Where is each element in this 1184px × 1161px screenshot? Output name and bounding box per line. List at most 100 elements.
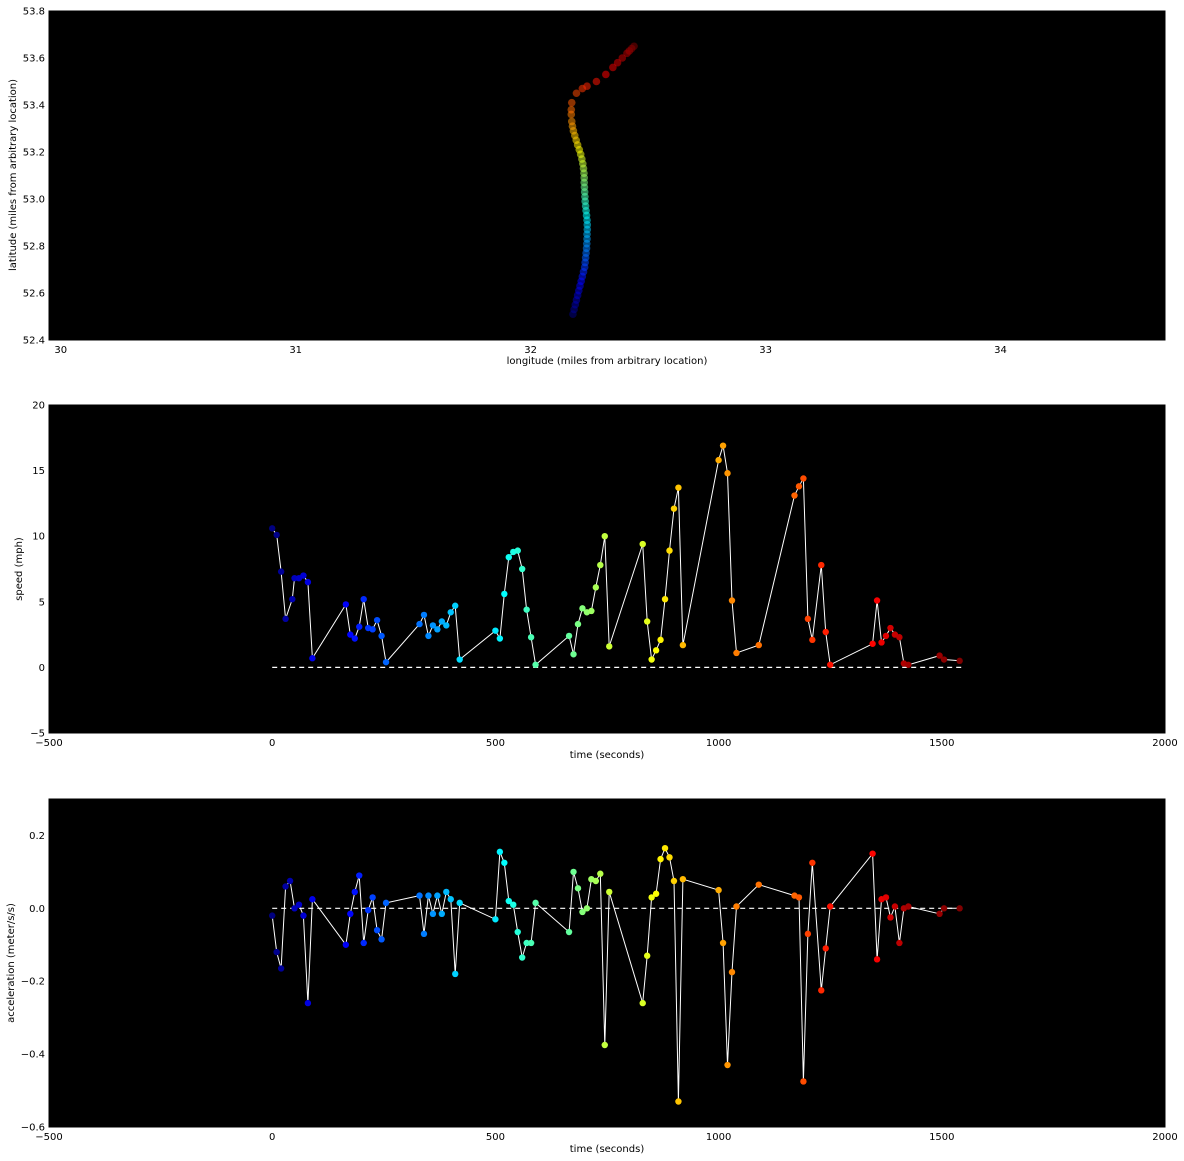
data-point — [434, 626, 441, 633]
data-point — [269, 525, 276, 532]
data-point — [715, 456, 722, 464]
track-point — [583, 82, 591, 90]
data-point — [438, 618, 446, 625]
data-point — [304, 578, 312, 586]
data-point — [657, 636, 664, 644]
data-point — [800, 1078, 807, 1085]
data-point — [342, 601, 350, 608]
track-point — [609, 63, 617, 72]
data-point — [523, 606, 530, 613]
data-point — [822, 628, 829, 636]
data-point — [347, 631, 354, 638]
data-point — [518, 565, 526, 573]
data-point — [795, 483, 803, 490]
data-point — [429, 622, 437, 629]
data-point — [652, 890, 660, 897]
data-point — [666, 547, 673, 554]
acceleration-plot: time (seconds) acceleration (meter/s/s) … — [6, 798, 1178, 1155]
data-point — [795, 894, 803, 901]
y-tick-label: 0 — [39, 663, 45, 674]
data-point — [606, 643, 613, 650]
data-point — [588, 607, 595, 615]
data-point — [282, 883, 289, 890]
y-tick-label: 52.8 — [23, 242, 45, 253]
data-point — [269, 912, 276, 919]
y-tick-label: 5 — [39, 597, 45, 608]
data-point — [643, 952, 651, 959]
data-point — [679, 641, 687, 649]
data-point — [675, 1098, 682, 1105]
y-tick-label: 52.6 — [23, 289, 45, 300]
data-point — [666, 854, 673, 861]
data-point — [878, 639, 885, 646]
data-point — [369, 626, 376, 633]
x-tick-label: 32 — [524, 345, 537, 356]
speed-plot: time (seconds) speed (mph) −500 0 500 1000 1… — [14, 401, 1178, 762]
data-point — [719, 442, 727, 449]
data-point — [514, 547, 521, 554]
data-point — [492, 916, 499, 923]
data-point — [882, 894, 890, 901]
data-point — [382, 658, 390, 666]
data-point — [527, 634, 535, 641]
data-point — [601, 533, 608, 540]
y-tick-label: 0.2 — [29, 831, 45, 842]
data-point — [425, 892, 432, 899]
data-point — [456, 656, 463, 663]
data-point — [382, 899, 390, 907]
track-point — [602, 70, 610, 79]
y-tick-label: 20 — [32, 401, 45, 412]
x-tick-label: 33 — [759, 345, 772, 356]
data-point — [818, 561, 825, 569]
track-point — [630, 42, 638, 51]
data-point — [300, 912, 307, 919]
y-tick-label: 53.2 — [23, 148, 45, 159]
data-point — [896, 939, 903, 947]
y-tick-label: 53.4 — [23, 101, 45, 112]
data-point — [351, 888, 358, 896]
track-point — [567, 105, 576, 114]
data-point — [438, 910, 446, 917]
data-point — [304, 999, 312, 1007]
data-point — [514, 928, 521, 936]
data-point — [570, 651, 577, 658]
data-point — [661, 845, 669, 852]
track-point — [618, 54, 627, 62]
latitude-longitude-plot: longitude (miles from arbitrary location… — [8, 7, 1166, 367]
data-point — [425, 632, 432, 640]
data-point — [527, 939, 535, 947]
y-tick-label: 53.0 — [23, 195, 45, 206]
x-tick-label: 1500 — [929, 1132, 954, 1143]
data-point — [289, 595, 296, 603]
y-tick-label: 15 — [32, 466, 45, 477]
data-point — [532, 899, 539, 907]
data-point — [416, 892, 423, 899]
data-point — [639, 999, 646, 1007]
data-point — [351, 635, 358, 642]
x-tick-label: 500 — [486, 1132, 505, 1143]
track-point — [613, 58, 622, 67]
data-point — [597, 870, 604, 877]
data-point — [291, 905, 298, 912]
data-point — [809, 636, 816, 644]
data-point — [523, 939, 530, 947]
x-tick-label: 0 — [269, 738, 275, 749]
data-point — [501, 590, 508, 598]
xlabel-map: longitude (miles from arbitrary location… — [507, 356, 708, 367]
data-point — [291, 574, 298, 582]
data-point — [518, 954, 526, 961]
track-point — [572, 89, 581, 98]
data-point — [505, 553, 512, 561]
data-point — [804, 930, 812, 938]
data-point — [755, 641, 762, 649]
data-point — [724, 1061, 731, 1069]
track-point — [592, 77, 601, 86]
data-point — [601, 1041, 608, 1049]
data-point — [364, 906, 372, 914]
data-point — [574, 620, 582, 628]
data-point — [574, 885, 582, 892]
data-point — [373, 616, 381, 624]
x-tick-label: 30 — [54, 345, 67, 356]
data-point — [532, 661, 539, 668]
x-tick-label: 1500 — [929, 738, 954, 749]
